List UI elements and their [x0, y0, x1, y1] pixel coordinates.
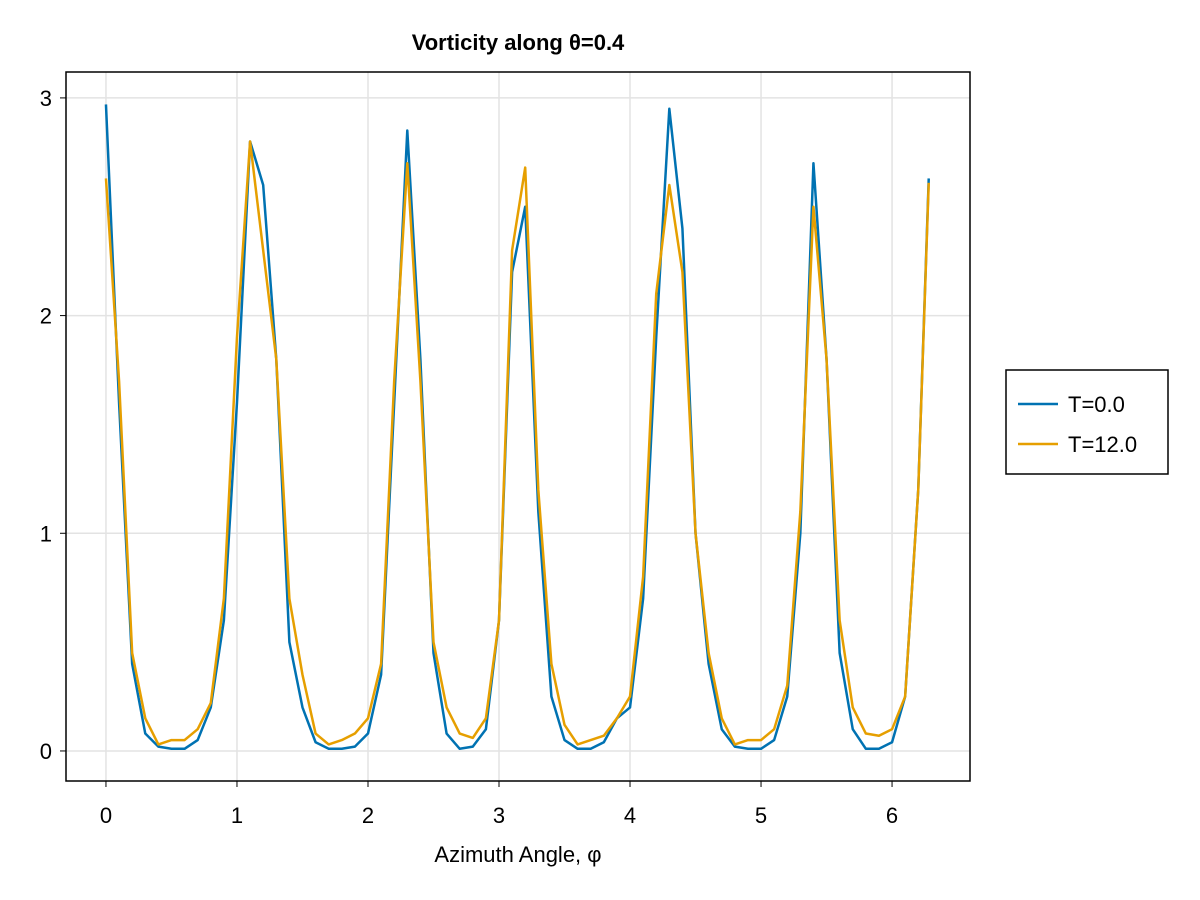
x-tick-label: 0 [100, 803, 112, 828]
x-tick-label: 1 [231, 803, 243, 828]
y-tick-label: 0 [40, 739, 52, 764]
x-axis-label: Azimuth Angle, φ [434, 842, 601, 867]
legend-box [1005, 369, 1169, 475]
y-tick-label: 2 [40, 304, 52, 329]
legend-label: T=0.0 [1068, 392, 1125, 417]
y-tick-label: 1 [40, 521, 52, 546]
x-tick-label: 6 [886, 803, 898, 828]
plot-frame [65, 71, 971, 782]
data-line [104, 140, 930, 746]
chart-title: Vorticity along θ=0.4 [412, 30, 625, 55]
x-tick-label: 2 [362, 803, 374, 828]
legend-label: T=12.0 [1068, 432, 1137, 457]
x-tick-label: 4 [624, 803, 636, 828]
x-tick-label: 3 [493, 803, 505, 828]
y-tick-label: 3 [40, 86, 52, 111]
data-line [104, 104, 930, 751]
x-tick-label: 5 [755, 803, 767, 828]
